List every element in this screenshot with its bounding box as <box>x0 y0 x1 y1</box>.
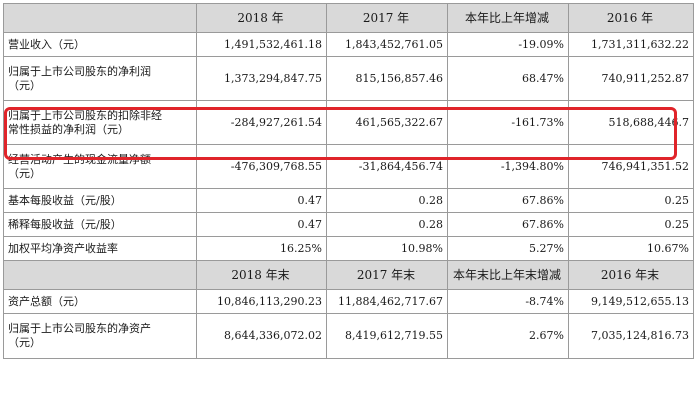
value-2017: -31,864,456.74 <box>326 144 448 189</box>
value-2016: 10.67% <box>568 236 694 261</box>
value-2017: 461,565,322.67 <box>326 100 448 145</box>
table-row-revenue: 营业收入（元） 1,491,532,461.18 1,843,452,761.0… <box>3 32 694 57</box>
value-2018: 10,846,113,290.23 <box>196 289 327 314</box>
value-2018: 1,373,294,847.75 <box>196 56 327 101</box>
header-2016: 2016 年 <box>568 3 694 33</box>
value-2017: 815,156,857.46 <box>326 56 448 101</box>
row-label: 经营活动产生的现金流量净额 （元） <box>3 144 197 189</box>
value-2018: 8,644,336,072.02 <box>196 313 327 359</box>
header-2018-end: 2018 年末 <box>196 260 327 290</box>
value-2018: -476,309,768.55 <box>196 144 327 189</box>
row-label: 稀释每股收益（元/股） <box>3 212 197 237</box>
row-label-line1: 归属于上市公司股东的净利润 <box>8 64 151 78</box>
table-row-basic-eps: 基本每股收益（元/股） 0.47 0.28 67.86% 0.25 <box>3 188 694 213</box>
row-label-line1: 归属于上市公司股东的扣除非经 <box>8 108 162 122</box>
table-row-net-assets: 归属于上市公司股东的净资产 （元） 8,644,336,072.02 8,419… <box>3 313 694 359</box>
table-row-diluted-eps: 稀释每股收益（元/股） 0.47 0.28 67.86% 0.25 <box>3 212 694 237</box>
table-row-operating-cash-flow: 经营活动产生的现金流量净额 （元） -476,309,768.55 -31,86… <box>3 144 694 189</box>
value-2017: 1,843,452,761.05 <box>326 32 448 57</box>
value-change: -19.09% <box>447 32 569 57</box>
row-label: 归属于上市公司股东的净利润 （元） <box>3 56 197 101</box>
row-label: 营业收入（元） <box>3 32 197 57</box>
row-label-line2: （元） <box>8 166 41 180</box>
value-2018: -284,927,261.54 <box>196 100 327 145</box>
row-label-line2: （元） <box>8 336 41 349</box>
value-change: 2.67% <box>447 313 569 359</box>
row-label-line2: 常性损益的净利润（元） <box>8 122 129 136</box>
header-2017: 2017 年 <box>326 3 448 33</box>
table-row-weighted-roe: 加权平均净资产收益率 16.25% 10.98% 5.27% 10.67% <box>3 236 694 261</box>
value-change: -1,394.80% <box>447 144 569 189</box>
value-2016: 7,035,124,816.73 <box>568 313 694 359</box>
table-row-net-profit: 归属于上市公司股东的净利润 （元） 1,373,294,847.75 815,1… <box>3 56 694 101</box>
row-label: 资产总额（元） <box>3 289 197 314</box>
header-row-annual: 2018 年 2017 年 本年比上年增减 2016 年 <box>3 3 694 33</box>
value-2017: 0.28 <box>326 188 448 213</box>
key-financial-indicators-table: 2018 年 2017 年 本年比上年增减 2016 年 营业收入（元） 1,4… <box>3 3 694 359</box>
value-2018: 1,491,532,461.18 <box>196 32 327 57</box>
value-change: 67.86% <box>447 212 569 237</box>
header-blank-cell <box>3 260 197 290</box>
value-2017: 8,419,612,719.55 <box>326 313 448 359</box>
value-2017: 11,884,462,717.67 <box>326 289 448 314</box>
value-2016: 0.25 <box>568 188 694 213</box>
header-2016-end: 2016 年末 <box>568 260 694 290</box>
row-label: 加权平均净资产收益率 <box>3 236 197 261</box>
header-2017-end: 2017 年末 <box>326 260 448 290</box>
row-label: 归属于上市公司股东的扣除非经 常性损益的净利润（元） <box>3 100 197 145</box>
table-row-net-profit-excl-nonrecurring: 归属于上市公司股东的扣除非经 常性损益的净利润（元） -284,927,261.… <box>3 100 694 145</box>
table-row-total-assets: 资产总额（元） 10,846,113,290.23 11,884,462,717… <box>3 289 694 314</box>
value-2016: 0.25 <box>568 212 694 237</box>
row-label-line1: 归属于上市公司股东的净资产 <box>8 322 151 335</box>
value-change: -161.73% <box>447 100 569 145</box>
value-change: 68.47% <box>447 56 569 101</box>
value-2016: 740,911,252.87 <box>568 56 694 101</box>
header-change-end: 本年末比上年末增减 <box>447 260 569 290</box>
value-2016: 746,941,351.52 <box>568 144 694 189</box>
header-row-year-end: 2018 年末 2017 年末 本年末比上年末增减 2016 年末 <box>3 260 694 290</box>
value-2018: 0.47 <box>196 188 327 213</box>
row-label: 基本每股收益（元/股） <box>3 188 197 213</box>
row-label-line1: 经营活动产生的现金流量净额 <box>8 152 151 166</box>
row-label-line2: （元） <box>8 78 41 92</box>
value-2018: 0.47 <box>196 212 327 237</box>
header-blank-cell <box>3 3 197 33</box>
financial-table-wrapper: 2018 年 2017 年 本年比上年增减 2016 年 营业收入（元） 1,4… <box>3 3 694 359</box>
row-label: 归属于上市公司股东的净资产 （元） <box>3 313 197 359</box>
value-change: -8.74% <box>447 289 569 314</box>
value-2016: 9,149,512,655.13 <box>568 289 694 314</box>
value-2016: 1,731,311,632.22 <box>568 32 694 57</box>
value-2018: 16.25% <box>196 236 327 261</box>
header-2018: 2018 年 <box>196 3 327 33</box>
value-change: 67.86% <box>447 188 569 213</box>
header-change: 本年比上年增减 <box>447 3 569 33</box>
value-2016: 518,688,446.7 <box>568 100 694 145</box>
value-2017: 10.98% <box>326 236 448 261</box>
value-2017: 0.28 <box>326 212 448 237</box>
value-change: 5.27% <box>447 236 569 261</box>
